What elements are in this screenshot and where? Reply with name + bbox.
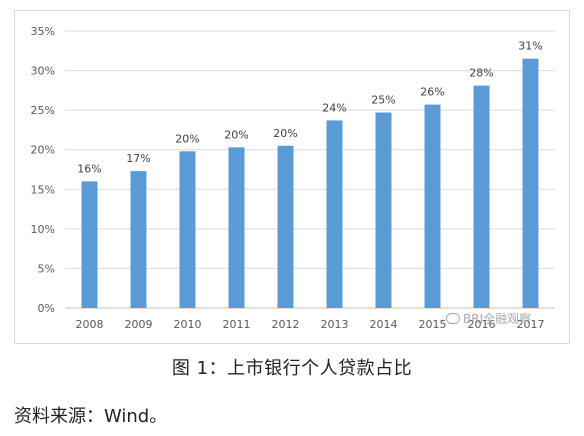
x-tick-label: 2011: [223, 318, 251, 331]
x-tick-label: 2009: [125, 318, 153, 331]
x-tick-label: 2016: [468, 318, 496, 331]
data-label: 28%: [469, 67, 493, 80]
bar-2012: [277, 145, 294, 308]
bar-chart: 0% 5% 10% 15% 20% 25% 30% 35% 16% 17% 20% 20% 20% 24…: [31, 25, 555, 331]
watermark-text: BRI全融观察: [463, 312, 532, 326]
y-axis-tick-labels: 0% 5% 10% 15% 20% 25% 30% 35%: [31, 25, 55, 315]
y-tick-label: 5%: [38, 262, 55, 275]
bars: [81, 58, 539, 309]
bar-2014: [375, 112, 392, 308]
bar-2017: [522, 58, 539, 309]
x-tick-label: 2012: [272, 318, 300, 331]
bar-2016: [473, 85, 490, 308]
x-tick-label: 2017: [517, 318, 545, 331]
y-tick-label: 10%: [31, 223, 55, 236]
data-label: 25%: [371, 94, 395, 107]
x-tick-label: 2014: [370, 318, 398, 331]
x-tick-label: 2013: [321, 318, 349, 331]
x-tick-label: 2010: [174, 318, 202, 331]
bar-2013: [326, 120, 343, 308]
data-label: 17%: [126, 152, 150, 165]
source-note: 资料来源：Wind。: [14, 406, 168, 427]
watermark: BRI全融观察: [446, 310, 531, 327]
wechat-icon: [446, 313, 460, 324]
y-tick-label: 35%: [31, 25, 55, 38]
data-label: 20%: [175, 132, 199, 145]
y-tick-label: 15%: [31, 183, 55, 196]
x-tick-label: 2015: [419, 318, 447, 331]
gridlines: [65, 30, 555, 309]
data-label: 26%: [420, 86, 444, 99]
y-tick-label: 30%: [31, 65, 55, 78]
y-tick-label: 0%: [38, 302, 55, 315]
y-tick-label: 20%: [31, 144, 55, 157]
bar-2009: [130, 171, 147, 308]
data-label: 16%: [77, 162, 101, 175]
data-label: 24%: [322, 101, 346, 114]
data-label: 31%: [518, 40, 542, 53]
bar-2011: [228, 147, 245, 308]
data-label: 20%: [273, 127, 297, 140]
data-label: 20%: [224, 128, 248, 141]
chart-frame: 0% 5% 10% 15% 20% 25% 30% 35% 16% 17% 20% 20% 20% 24…: [14, 10, 570, 344]
data-labels: 16% 17% 20% 20% 20% 24% 25% 26% 28% 31%: [77, 40, 542, 176]
x-tick-label: 2008: [76, 318, 104, 331]
x-axis-tick-labels: 2008 2009 2010 2011 2012 2013 2014 2015 2016 2017: [76, 318, 545, 331]
bar-2008: [81, 181, 98, 308]
bar-2010: [179, 151, 196, 308]
y-tick-label: 25%: [31, 104, 55, 117]
bar-2015: [424, 104, 441, 308]
figure-caption: 图 1：上市银行个人贷款占比: [171, 358, 413, 379]
